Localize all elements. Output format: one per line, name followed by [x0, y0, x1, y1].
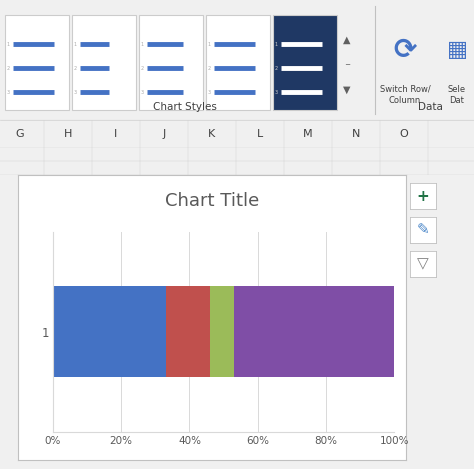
Text: 3: 3	[7, 90, 10, 94]
Text: 1: 1	[208, 41, 211, 46]
Text: 3: 3	[141, 90, 144, 94]
Text: 2: 2	[141, 66, 144, 70]
Text: ▽: ▽	[417, 257, 429, 272]
Text: I: I	[114, 129, 118, 139]
Bar	[206, 15, 270, 110]
Bar	[139, 15, 203, 110]
Text: ⟳: ⟳	[393, 36, 417, 64]
Text: 1: 1	[74, 41, 77, 46]
Text: 2: 2	[208, 66, 211, 70]
Text: G: G	[16, 129, 24, 139]
Text: Chart Title: Chart Title	[165, 192, 259, 210]
Bar	[72, 15, 136, 110]
Text: ─: ─	[345, 62, 349, 68]
Text: J: J	[163, 129, 165, 139]
Text: 1: 1	[141, 41, 144, 46]
Text: O: O	[400, 129, 409, 139]
Text: Switch Row/
Column: Switch Row/ Column	[380, 85, 430, 105]
Text: 3: 3	[74, 90, 77, 94]
Text: Data: Data	[418, 102, 442, 112]
Text: L: L	[257, 129, 263, 139]
Text: ▦: ▦	[447, 40, 467, 60]
Text: ▼: ▼	[343, 85, 351, 95]
Text: 1: 1	[7, 41, 10, 46]
Text: 3: 3	[275, 90, 278, 94]
Text: N: N	[352, 129, 360, 139]
Text: Chart Styles: Chart Styles	[153, 102, 217, 112]
Text: 1: 1	[275, 41, 278, 46]
Text: 3: 3	[208, 90, 211, 94]
Text: ✎: ✎	[417, 222, 429, 237]
Bar	[273, 15, 337, 110]
Text: K: K	[209, 129, 216, 139]
Text: M: M	[303, 129, 313, 139]
Text: 2: 2	[7, 66, 10, 70]
Text: 2: 2	[74, 66, 77, 70]
Text: +: +	[417, 189, 429, 204]
Text: ▲: ▲	[343, 35, 351, 45]
Text: 2: 2	[275, 66, 278, 70]
Text: Sele
Dat: Sele Dat	[448, 85, 466, 105]
Bar	[5, 15, 69, 110]
Text: H: H	[64, 129, 72, 139]
